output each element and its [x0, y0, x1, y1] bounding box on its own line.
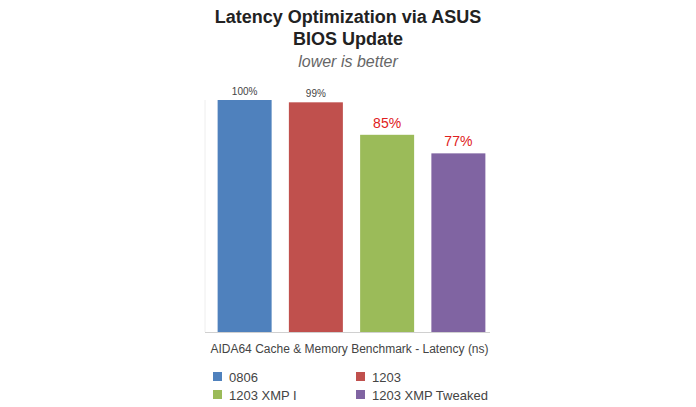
data-label: 100% — [232, 86, 258, 97]
legend-label: 1203 — [372, 370, 401, 385]
legend-label: 0806 — [229, 370, 258, 385]
bars — [218, 100, 486, 332]
bar — [289, 102, 343, 332]
bar — [218, 100, 272, 332]
value-axis — [205, 100, 206, 332]
bar — [431, 153, 485, 332]
legend-label: 1203 XMP Tweaked — [372, 388, 488, 403]
bar — [360, 135, 414, 332]
legend: 0806 1203 1203 XMP I 1203 XMP Tweaked — [213, 370, 488, 403]
data-label: 99% — [306, 88, 326, 99]
baseline — [205, 332, 490, 333]
subtitle: lower is better — [0, 53, 696, 71]
legend-swatch — [213, 372, 222, 381]
data-labels: 100% 99% 85% 77% — [232, 86, 473, 149]
legend-swatch — [213, 390, 222, 399]
legend-label: 1203 XMP I — [229, 388, 297, 403]
legend-swatch — [356, 372, 365, 381]
chart: 100% 99% 85% 77% AIDA64 Cache & Memory Bench… — [0, 0, 696, 407]
x-axis-label: AIDA64 Cache & Memory Benchmark - Latenc… — [210, 342, 488, 356]
data-label: 85% — [373, 115, 401, 131]
title: Latency Optimization via ASUS BIOS Updat… — [213, 6, 483, 50]
data-label: 77% — [444, 133, 472, 149]
title-box: Latency Optimization via ASUS BIOS Updat… — [0, 6, 696, 50]
legend-swatch — [356, 390, 365, 399]
